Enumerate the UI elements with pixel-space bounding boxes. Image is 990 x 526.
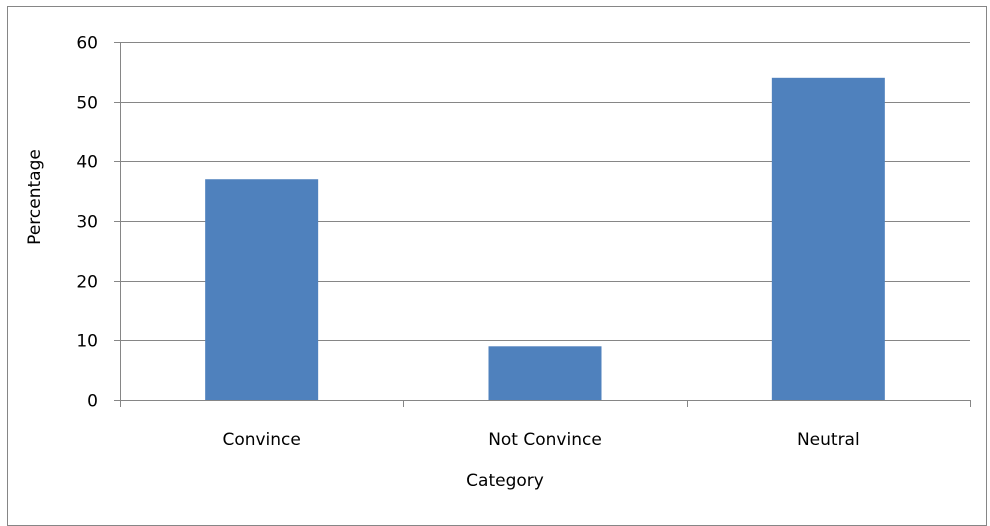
y-tick-label-10: 10 (76, 332, 98, 352)
bars (205, 77, 885, 401)
x-tick-label-not-convince: Not Convince (488, 430, 602, 450)
bar-neutral (771, 77, 885, 401)
y-axis-tick-labels: 0 10 20 30 40 50 60 (76, 34, 98, 412)
bar-not-convince (488, 346, 602, 400)
x-axis-title: Category (466, 471, 544, 491)
x-axis-ticks (120, 400, 971, 407)
y-tick-label-30: 30 (76, 213, 98, 233)
bar-convince (205, 179, 319, 400)
y-tick-label-40: 40 (76, 153, 98, 173)
y-axis-title: Percentage (25, 149, 45, 245)
bar-chart: 0 10 20 30 40 50 60 Convince Not Convince Neutra… (25, 34, 971, 491)
y-tick-label-0: 0 (87, 392, 98, 412)
x-tick-label-neutral: Neutral (797, 430, 860, 450)
y-tick-label-20: 20 (76, 273, 98, 293)
x-tick-label-convince: Convince (222, 430, 300, 450)
x-axis-tick-labels: Convince Not Convince Neutral (222, 430, 859, 450)
y-tick-label-60: 60 (76, 34, 98, 54)
y-tick-label-50: 50 (76, 94, 98, 114)
